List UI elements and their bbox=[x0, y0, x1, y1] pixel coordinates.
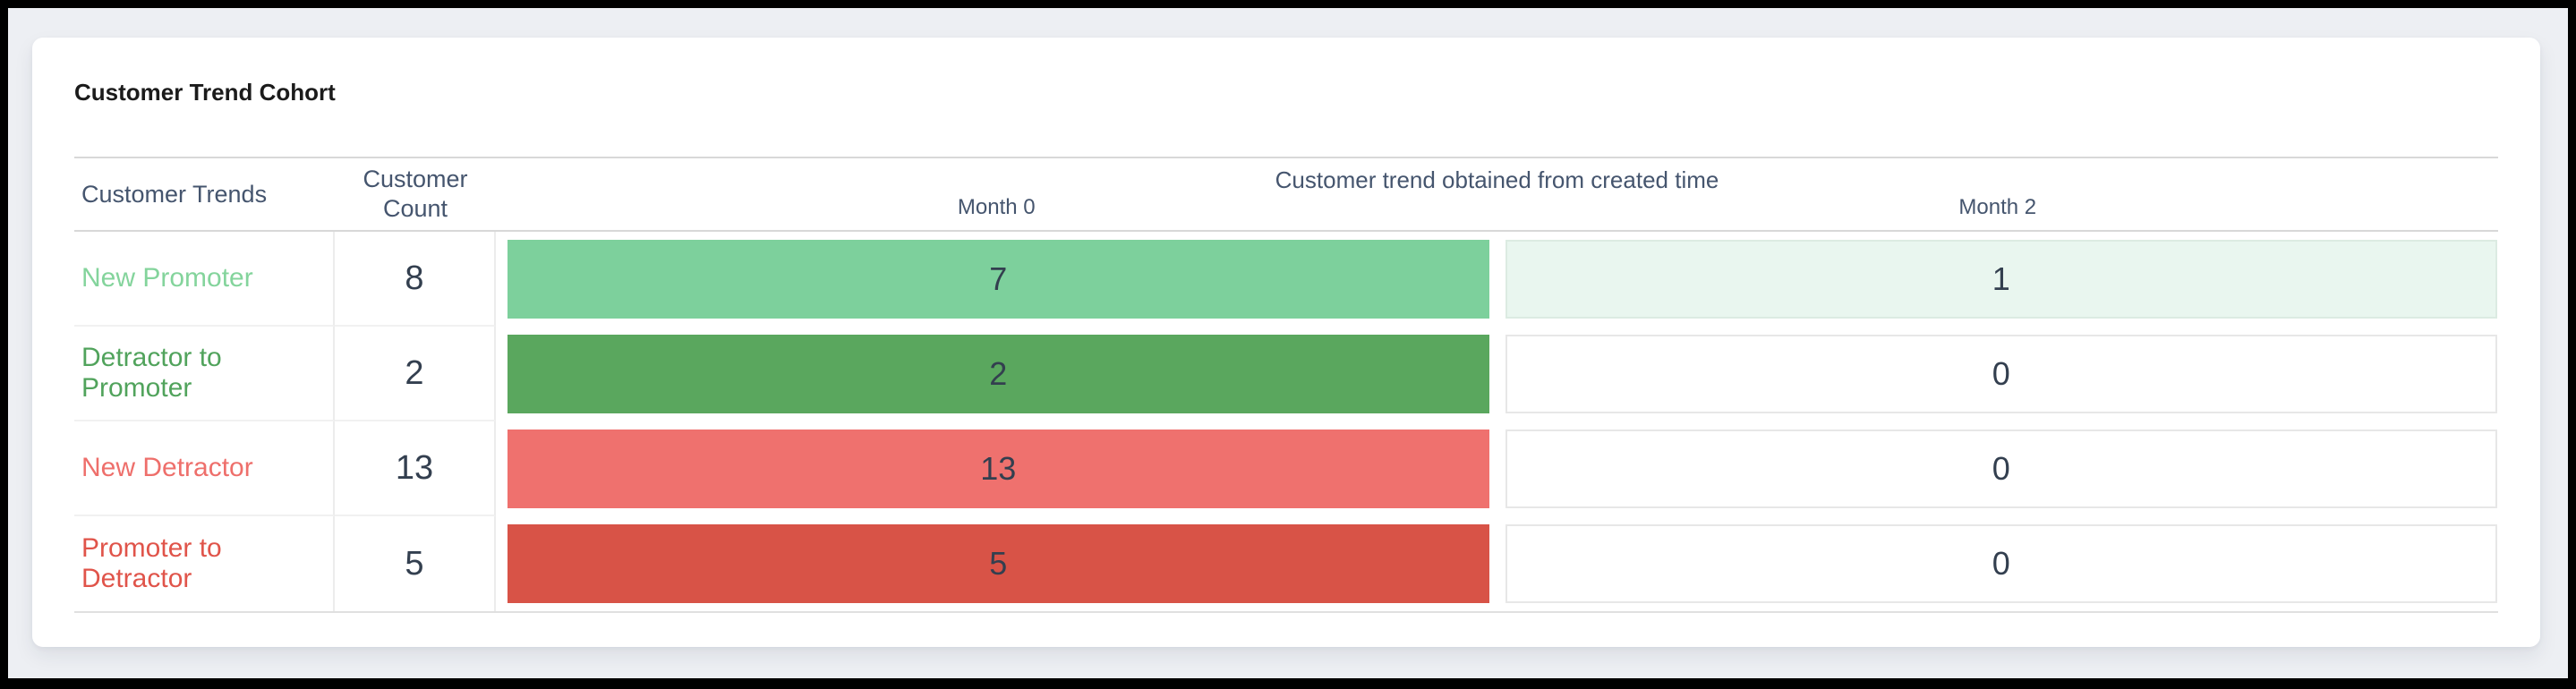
cohort-cell-value: 0 bbox=[1505, 524, 2497, 603]
customer-count-new-promoter: 8 bbox=[335, 232, 496, 327]
customer-count-promoter-to-detractor: 5 bbox=[335, 516, 496, 611]
column-header-customer-trends: Customer Trends bbox=[74, 158, 335, 232]
cohort-cell-month2-new-detractor[interactable]: 0 bbox=[1497, 421, 2499, 516]
cohort-bar-value: 7 bbox=[508, 240, 1489, 319]
cohort-bar-value: 2 bbox=[508, 335, 1489, 413]
trend-label-promoter-to-detractor: Promoter to Detractor bbox=[74, 516, 335, 611]
cohort-cell-month0-new-detractor[interactable]: 13 bbox=[496, 421, 1497, 516]
column-header-customer-count: Customer Count bbox=[335, 158, 496, 232]
cohort-cell-month0-new-promoter[interactable]: 7 bbox=[496, 232, 1497, 327]
month-labels-row: Month 0 Month 2 bbox=[496, 196, 2498, 219]
cohort-cell-month0-promoter-to-detractor[interactable]: 5 bbox=[496, 516, 1497, 611]
cohort-bar-value: 5 bbox=[508, 524, 1489, 603]
cohort-table: Customer Trends Customer Count Customer … bbox=[74, 157, 2498, 613]
cohort-cell-month2-new-promoter[interactable]: 1 bbox=[1497, 232, 2499, 327]
trend-label-detractor-to-promoter: Detractor to Promoter bbox=[74, 327, 335, 421]
column-header-month-0: Month 0 bbox=[957, 195, 1036, 219]
cohort-cell-value: 1 bbox=[1505, 240, 2497, 319]
column-group-header: Customer trend obtained from created tim… bbox=[496, 158, 2498, 232]
customer-count-header-label: Customer Count bbox=[363, 166, 468, 222]
customer-count-new-detractor: 13 bbox=[335, 421, 496, 516]
cohort-cell-month2-promoter-to-detractor[interactable]: 0 bbox=[1497, 516, 2499, 611]
customer-count-detractor-to-promoter: 2 bbox=[335, 327, 496, 421]
widget-title: Customer Trend Cohort bbox=[74, 79, 336, 106]
column-header-month-2: Month 2 bbox=[1958, 195, 2037, 219]
trend-label-new-promoter: New Promoter bbox=[74, 232, 335, 327]
cohort-widget-card: Customer Trend Cohort Customer Trends Cu… bbox=[32, 38, 2540, 647]
cohort-cell-month2-detractor-to-promoter[interactable]: 0 bbox=[1497, 327, 2499, 421]
cohort-cell-month0-detractor-to-promoter[interactable]: 2 bbox=[496, 327, 1497, 421]
trend-label-new-detractor: New Detractor bbox=[74, 421, 335, 516]
cohort-bar-value: 13 bbox=[508, 430, 1489, 508]
cohort-cell-value: 0 bbox=[1505, 430, 2497, 508]
month-group-label: Customer trend obtained from created tim… bbox=[1275, 166, 1719, 193]
cohort-cell-value: 0 bbox=[1505, 335, 2497, 413]
